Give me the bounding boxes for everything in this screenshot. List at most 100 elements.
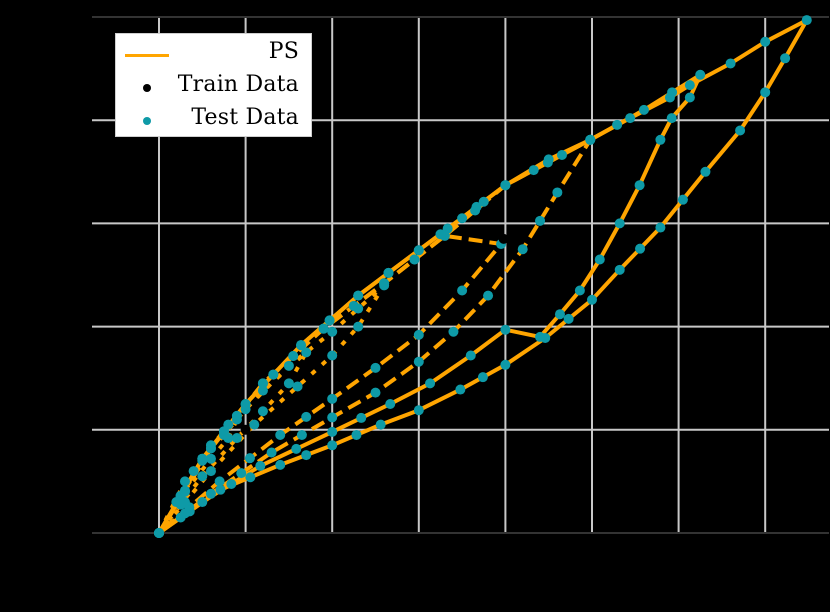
test-data-marker [188, 466, 199, 477]
test-data-marker [587, 294, 597, 305]
test-data-marker [327, 426, 338, 437]
legend-item-train-data: Train Data [116, 70, 311, 103]
test-data-marker [370, 387, 381, 398]
test-data-marker [780, 53, 791, 64]
test-data-marker [288, 351, 299, 362]
test-data-marker [666, 113, 677, 124]
test-data-marker [327, 393, 338, 404]
test-data-marker [725, 58, 736, 69]
train-data-marker [240, 424, 251, 435]
test-data-marker [205, 453, 216, 464]
train-marker-swatch-icon [143, 84, 151, 92]
axes [92, 16, 829, 534]
test-data-marker [684, 92, 695, 103]
test-data-marker [695, 69, 706, 80]
test-data-marker [327, 326, 338, 337]
test-data-marker [535, 331, 546, 342]
legend-item-test-data: Test Data [116, 103, 311, 136]
test-data-marker [413, 356, 424, 367]
test-data-marker [275, 459, 286, 470]
test-data-marker [478, 196, 489, 207]
test-data-marker [283, 378, 294, 389]
ps-curve [157, 233, 504, 535]
test-data-marker [554, 309, 565, 320]
test-data-marker [356, 412, 367, 423]
test-data-marker [370, 362, 381, 373]
test-data-marker [244, 453, 255, 464]
test-data-marker [385, 399, 396, 409]
test-data-marker [231, 414, 242, 425]
train-data-marker [537, 180, 548, 191]
test-data-marker [154, 528, 164, 538]
test-data-marker [197, 497, 208, 508]
test-data-marker [574, 285, 585, 296]
test-data-marker [425, 378, 436, 389]
test-data-marker [594, 254, 605, 265]
test-data-marker [500, 180, 511, 191]
test-data-marker [214, 476, 225, 487]
test-data-marker [413, 405, 424, 416]
test-data-marker [283, 360, 294, 371]
test-data-marker [585, 134, 596, 145]
test-data-marker [353, 303, 364, 314]
test-data-marker [268, 369, 279, 380]
test-data-marker [231, 433, 242, 444]
test-data-marker [205, 466, 216, 477]
ps-line-swatch-icon [125, 54, 169, 57]
test-data-marker [483, 290, 494, 301]
legend-label: PS [268, 39, 299, 64]
test-data-marker [635, 243, 646, 254]
test-data-marker [634, 180, 645, 191]
test-data-marker [614, 264, 625, 275]
legend-label: Test Data [191, 105, 299, 130]
ps-curve [157, 72, 703, 535]
test-data-marker [175, 499, 186, 510]
test-data-marker [760, 87, 771, 98]
test-data-marker [677, 194, 688, 205]
test-data-marker [375, 419, 386, 430]
test-data-marker [735, 125, 746, 136]
test-data-marker [236, 468, 247, 479]
legend-item-ps: PS [116, 37, 311, 70]
test-data-marker [351, 429, 362, 440]
test-data-marker [383, 267, 394, 278]
test-data-marker [448, 326, 459, 337]
test-data-marker [215, 484, 226, 495]
test-data-marker [249, 419, 260, 430]
test-data-marker [205, 440, 216, 451]
train-data-marker [498, 233, 509, 244]
test-data-marker [296, 340, 307, 351]
legend-label: Train Data [177, 72, 299, 97]
test-data-marker [455, 384, 466, 395]
test-data-marker [760, 36, 771, 47]
test-data-marker [255, 460, 266, 471]
test-data-marker [257, 385, 268, 396]
test-data-marker [197, 455, 208, 466]
data-markers [154, 15, 812, 538]
test-data-marker [353, 290, 364, 301]
test-marker-swatch-icon [143, 117, 151, 125]
test-data-marker [179, 486, 190, 497]
test-data-marker [413, 245, 424, 256]
test-data-marker [517, 244, 528, 255]
test-data-marker [291, 443, 302, 454]
test-data-marker [327, 440, 338, 451]
test-data-marker [465, 350, 476, 361]
test-data-marker [614, 218, 625, 229]
test-data-marker [318, 323, 329, 334]
test-data-marker [457, 213, 468, 224]
test-data-marker [353, 321, 364, 332]
test-data-marker [301, 347, 312, 358]
test-data-marker [197, 471, 208, 482]
test-data-marker [528, 165, 539, 176]
test-data-marker [439, 230, 450, 241]
test-data-marker [552, 187, 563, 198]
test-data-marker [500, 359, 511, 370]
legend: PS Train Data Test Data [115, 33, 312, 137]
test-data-marker [205, 488, 216, 499]
test-data-marker [257, 378, 268, 389]
test-data-marker [223, 419, 234, 430]
test-data-marker [684, 80, 695, 91]
test-data-marker [638, 104, 649, 115]
test-data-marker [457, 285, 468, 296]
